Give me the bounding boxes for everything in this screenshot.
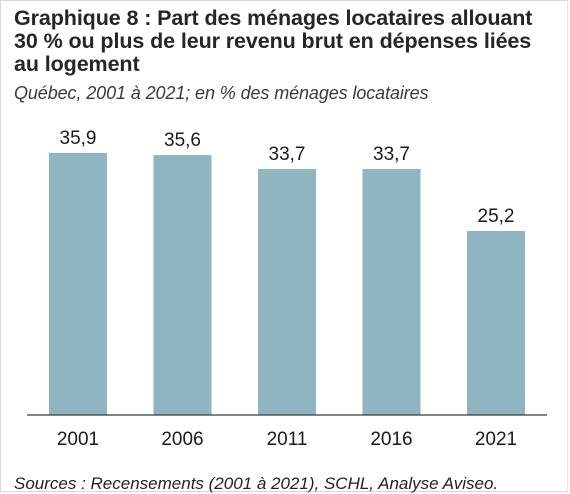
bar-2001 xyxy=(49,152,107,415)
chart-subtitle: Québec, 2001 à 2021; en % des ménages lo… xyxy=(14,83,429,103)
x-tick-label-2021: 2021 xyxy=(475,429,517,450)
data-label-2011: 33,7 xyxy=(269,144,306,165)
data-label-2001: 35,9 xyxy=(60,128,97,149)
bar-2006 xyxy=(153,155,212,415)
x-tick-label-2001: 2001 xyxy=(57,429,99,450)
bar-2011 xyxy=(258,169,316,415)
chart-title: Graphique 8 : Part des ménages locataire… xyxy=(14,6,533,76)
data-label-2006: 35,6 xyxy=(164,130,201,151)
source-note: Sources : Recensements (2001 à 2021), SC… xyxy=(14,474,499,493)
data-label-2016: 33,7 xyxy=(373,144,410,165)
x-tick-label-2006: 2006 xyxy=(161,429,203,450)
data-label-2021: 25,2 xyxy=(478,206,515,227)
x-tick-label-2016: 2016 xyxy=(370,429,412,450)
bar-2016 xyxy=(362,169,421,415)
bar-2021 xyxy=(467,231,525,415)
x-tick-label-2011: 2011 xyxy=(267,429,308,450)
